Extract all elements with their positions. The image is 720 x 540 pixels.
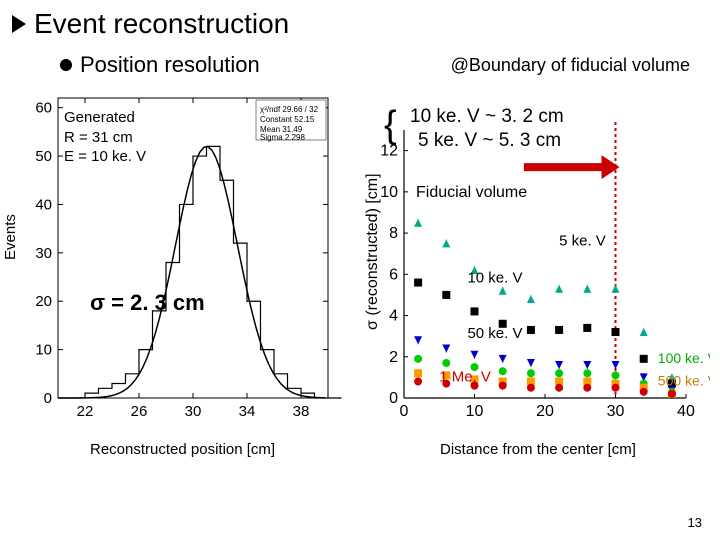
boundary-label: @Boundary of fiducial volume	[451, 55, 690, 76]
svg-text:38: 38	[293, 403, 310, 420]
svg-text:6: 6	[389, 266, 398, 283]
svg-text:100 ke. V: 100 ke. V	[658, 350, 710, 366]
section-subtitle: Position resolution	[80, 52, 260, 78]
sigma-label: σ = 2. 3 cm	[90, 290, 205, 316]
svg-text:20: 20	[35, 293, 52, 310]
gen-l2: R = 31 cm	[64, 128, 146, 148]
svg-text:50 ke. V: 50 ke. V	[467, 325, 522, 342]
svg-text:Fiducial volume: Fiducial volume	[416, 184, 527, 201]
svg-text:2: 2	[389, 349, 398, 366]
x-axis-label-left: Reconstructed position [cm]	[90, 441, 275, 458]
svg-text:34: 34	[239, 403, 256, 420]
svg-text:20: 20	[536, 403, 554, 420]
svg-text:12: 12	[380, 143, 398, 160]
x-axis-label-right: Distance from the center [cm]	[440, 441, 636, 458]
gen-l1: Generated	[64, 108, 146, 128]
svg-text:40: 40	[35, 196, 52, 213]
svg-text:10: 10	[35, 342, 52, 359]
bullet-icon	[60, 59, 72, 71]
svg-text:40: 40	[677, 403, 695, 420]
svg-text:10 ke. V: 10 ke. V	[467, 270, 522, 287]
svg-text:10: 10	[380, 184, 398, 201]
histogram-chart: 0 10 20 30 40 50 60 22 26 30 34 38 χ²/ndf 29.66 / 32…	[10, 80, 350, 460]
svg-text:30: 30	[607, 403, 625, 420]
svg-text:50: 50	[35, 148, 52, 165]
svg-text:1 Me. V: 1 Me. V	[439, 369, 491, 386]
svg-text:60: 60	[35, 100, 52, 117]
svg-text:Constant 52.15: Constant 52.15	[260, 115, 315, 124]
svg-text:0: 0	[400, 403, 409, 420]
generated-box: Generated R = 31 cm E = 10 ke. V	[64, 108, 146, 167]
page-title: Event reconstruction	[34, 8, 289, 40]
svg-text:8: 8	[389, 225, 398, 242]
svg-text:Sigma 2.298: Sigma 2.298	[260, 133, 305, 142]
svg-text:5 ke. V: 5 ke. V	[559, 232, 606, 249]
svg-text:22: 22	[77, 403, 94, 420]
svg-text:26: 26	[131, 403, 148, 420]
svg-text:χ²/ndf 29.66 / 32: χ²/ndf 29.66 / 32	[260, 105, 319, 114]
page-number: 13	[688, 515, 702, 530]
gen-l3: E = 10 ke. V	[64, 147, 146, 167]
svg-text:10: 10	[466, 403, 484, 420]
svg-text:30: 30	[35, 245, 52, 262]
chevron-icon	[12, 15, 26, 33]
y-axis-label-left: Events	[2, 214, 19, 260]
svg-text:30: 30	[185, 403, 202, 420]
svg-text:4: 4	[389, 308, 398, 325]
sigma-vs-distance-chart: 0 2 4 6 8 10 12 0 10 20 30 40 Fiducial volume 5 ke. V…	[360, 80, 710, 460]
y-axis-label-right: σ (reconstructed) [cm]	[364, 173, 382, 330]
svg-text:0: 0	[44, 390, 52, 407]
svg-text:500 ke. V: 500 ke. V	[658, 373, 710, 389]
svg-text:0: 0	[389, 390, 398, 407]
